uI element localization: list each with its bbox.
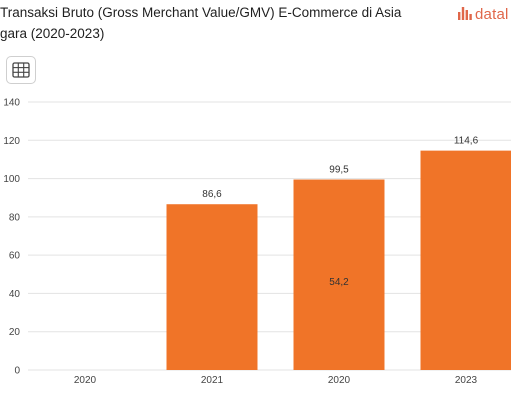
- y-tick-label: 100: [3, 174, 20, 185]
- x-tick-label: 2021: [201, 375, 224, 386]
- x-tick-label: 2023: [455, 375, 478, 386]
- chart-title: Transaksi Bruto (Gross Merchant Value/GM…: [0, 2, 440, 44]
- x-tick-label: 2020: [74, 375, 97, 386]
- bar-value-label: 114,6: [454, 136, 479, 147]
- y-tick-label: 20: [9, 327, 21, 338]
- y-tick-label: 80: [9, 212, 21, 223]
- bar-value-label: 86,6: [202, 189, 222, 200]
- brand-logo[interactable]: datal: [458, 4, 509, 24]
- bar: [293, 179, 385, 370]
- bar-inner-label: 54,2: [329, 277, 349, 288]
- chart-title-line-1: Transaksi Bruto (Gross Merchant Value/GM…: [0, 5, 402, 20]
- bar-chart: 0 20 40 60 80 100 120 140 2020 86,6 2021 99,5 2020 11…: [3, 98, 511, 386]
- bar: [420, 150, 511, 370]
- y-tick-label: 40: [9, 289, 21, 300]
- y-tick-label: 60: [9, 251, 21, 262]
- brand-name: datal: [475, 5, 509, 23]
- bar: [166, 204, 258, 370]
- y-tick-label: 120: [3, 136, 20, 147]
- chart-title-line-2: gara (2020-2023): [0, 26, 105, 41]
- table-view-button[interactable]: [6, 56, 36, 84]
- y-tick-label: 140: [3, 98, 20, 109]
- table-grid-icon: [12, 62, 30, 78]
- brand-bars-icon: [458, 7, 472, 20]
- bar-value-label: 99,5: [329, 165, 349, 176]
- y-tick-label: 0: [14, 366, 20, 377]
- x-tick-label: 2020: [328, 375, 351, 386]
